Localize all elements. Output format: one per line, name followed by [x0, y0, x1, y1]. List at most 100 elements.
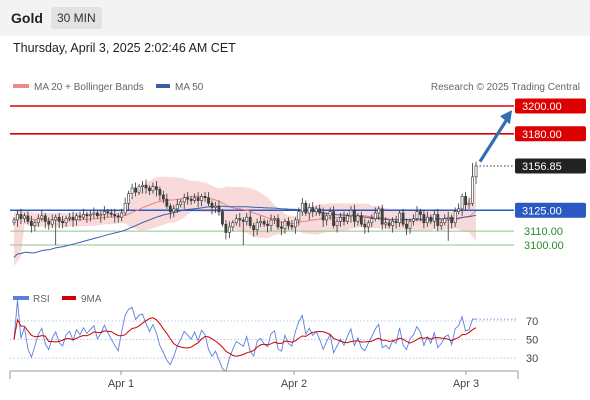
candle-body — [116, 215, 120, 218]
candle-body — [290, 225, 294, 228]
candle-body — [95, 212, 99, 217]
timeframe-badge[interactable]: 30 MIN — [51, 7, 102, 29]
candle-body — [363, 223, 367, 228]
x-tick-label: Apr 3 — [453, 378, 479, 390]
candle-body — [412, 218, 415, 222]
candle-body — [287, 221, 290, 226]
candle-body — [377, 208, 381, 214]
ma20-legend-label: MA 20 + Bollinger Bands — [34, 82, 144, 93]
candle-body — [50, 219, 54, 225]
candle-body — [99, 214, 103, 217]
candle-body — [189, 198, 193, 201]
candle-body — [297, 211, 301, 221]
candle-body — [109, 212, 113, 215]
rsi-tick-label: 30 — [526, 353, 538, 365]
candle-body — [366, 222, 370, 228]
support-label-3100.00: 3100.00 — [524, 240, 564, 252]
candle-body — [120, 212, 124, 218]
candle-body — [241, 219, 245, 222]
candle-body — [137, 186, 141, 193]
candle-body — [179, 201, 183, 205]
candle-body — [61, 221, 65, 224]
candle-body — [36, 218, 40, 224]
rsi-legend-swatch — [13, 296, 29, 300]
candle-body — [273, 218, 276, 221]
bollinger-band-fill — [14, 176, 476, 266]
datetime-label: Thursday, April 3, 2025 2:02:46 AM CET — [13, 41, 236, 55]
candle-body — [325, 215, 329, 221]
candle-body — [353, 209, 356, 222]
candle-body — [318, 208, 322, 214]
candles — [12, 161, 478, 245]
candle-body — [161, 194, 165, 200]
support-label-3110.00: 3110.00 — [524, 226, 563, 238]
pivot-label: 3125.00 — [522, 205, 562, 217]
ma50-legend-label: MA 50 — [175, 82, 204, 93]
candle-body — [425, 216, 429, 224]
candle-body — [259, 221, 263, 224]
resistance-label-3200.00: 3200.00 — [522, 101, 562, 113]
candle-body — [429, 216, 433, 222]
candle-body — [321, 212, 325, 221]
candle-body — [221, 211, 224, 225]
candle-body — [457, 208, 461, 212]
candle-body — [182, 197, 186, 203]
candle-body — [276, 218, 280, 228]
candle-body — [436, 214, 440, 226]
candle-body — [123, 203, 127, 214]
candle-body — [158, 189, 162, 196]
rsi-ma-legend-swatch — [62, 296, 76, 300]
ma50-legend-swatch — [156, 84, 170, 88]
candle-body — [57, 216, 61, 222]
candle-body — [172, 208, 176, 212]
candle-body — [356, 215, 360, 222]
candle-body — [432, 214, 436, 222]
candle-body — [380, 208, 384, 225]
candle-body — [439, 222, 443, 226]
ma20-legend-swatch — [13, 84, 29, 88]
resistance-label-3180.00: 3180.00 — [522, 129, 562, 141]
candle-body — [280, 226, 283, 229]
candle-body — [342, 216, 346, 222]
level-labels: 3200.00 3180.00 3156.85 3125.00 3110.00 3100.… — [515, 98, 586, 252]
candle-body — [373, 212, 377, 219]
candle-body — [422, 214, 426, 224]
rsi-ma-legend-label: 9MA — [81, 294, 102, 305]
candle-body — [227, 226, 231, 233]
candle-body — [245, 216, 249, 222]
candle-body — [165, 198, 169, 207]
x-tick-label: Apr 1 — [108, 378, 134, 390]
candle-body — [391, 221, 395, 226]
candle-body — [450, 216, 454, 224]
candle-body — [370, 218, 374, 224]
candle-body — [304, 203, 308, 214]
candle-body — [47, 221, 51, 225]
candle-body — [335, 221, 339, 226]
candle-body — [12, 219, 16, 224]
candle-body — [419, 211, 422, 215]
candle-body — [332, 211, 335, 226]
candle-body — [238, 218, 242, 221]
candle-body — [130, 187, 134, 194]
candle-body — [248, 216, 252, 226]
candle-body — [193, 197, 197, 201]
candle-body — [40, 215, 44, 219]
forecast-arrow — [478, 110, 512, 163]
candle-body — [398, 212, 401, 224]
candle-body — [283, 221, 287, 229]
last-price-label-box — [515, 158, 586, 174]
candle-body — [186, 197, 190, 200]
rsi-line — [13, 300, 476, 373]
candle-body — [224, 223, 228, 233]
chart-header: Gold 30 MIN — [0, 0, 590, 36]
candle-body — [85, 214, 89, 217]
candle-body — [155, 186, 158, 190]
candle-body — [231, 222, 235, 228]
candle-body — [464, 196, 467, 205]
candle-body — [102, 211, 106, 215]
candle-body — [71, 216, 75, 221]
candle-body — [210, 203, 214, 208]
candle-body — [134, 187, 137, 193]
x-axis-ticks: Apr 1 Apr 2 Apr 3 — [108, 371, 479, 390]
